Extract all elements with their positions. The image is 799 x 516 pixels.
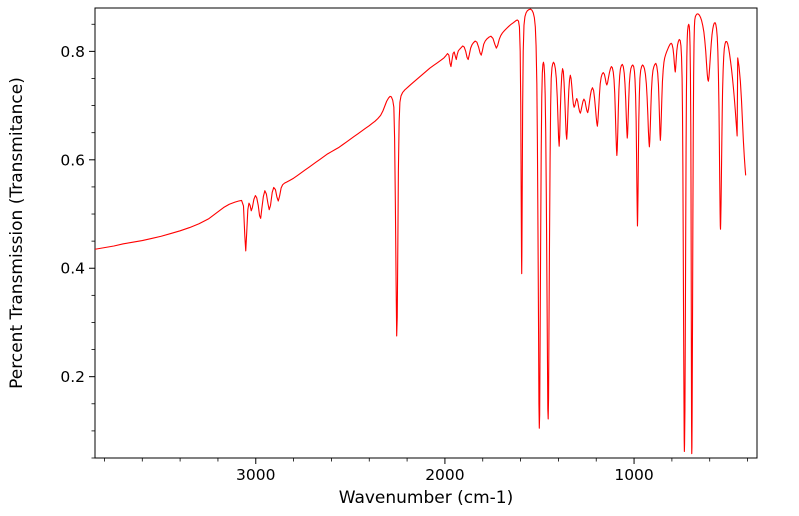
x-tick-label: 3000	[236, 466, 275, 484]
y-axis-label: Percent Transmission (Transmitance)	[7, 77, 27, 389]
y-tick-label: 0.2	[60, 368, 85, 386]
x-tick-label: 2000	[425, 466, 464, 484]
spectrum-line	[95, 8, 747, 455]
y-tick-label: 0.6	[60, 151, 85, 169]
y-tick-label: 0.4	[60, 260, 85, 278]
x-tick-label: 1000	[614, 466, 653, 484]
axis-ticks: 3000 2000 1000 0.2 0.4 0.6 0.8	[60, 23, 748, 484]
y-tick-label: 0.8	[60, 43, 85, 61]
x-axis-label: Wavenumber (cm-1)	[339, 488, 514, 508]
